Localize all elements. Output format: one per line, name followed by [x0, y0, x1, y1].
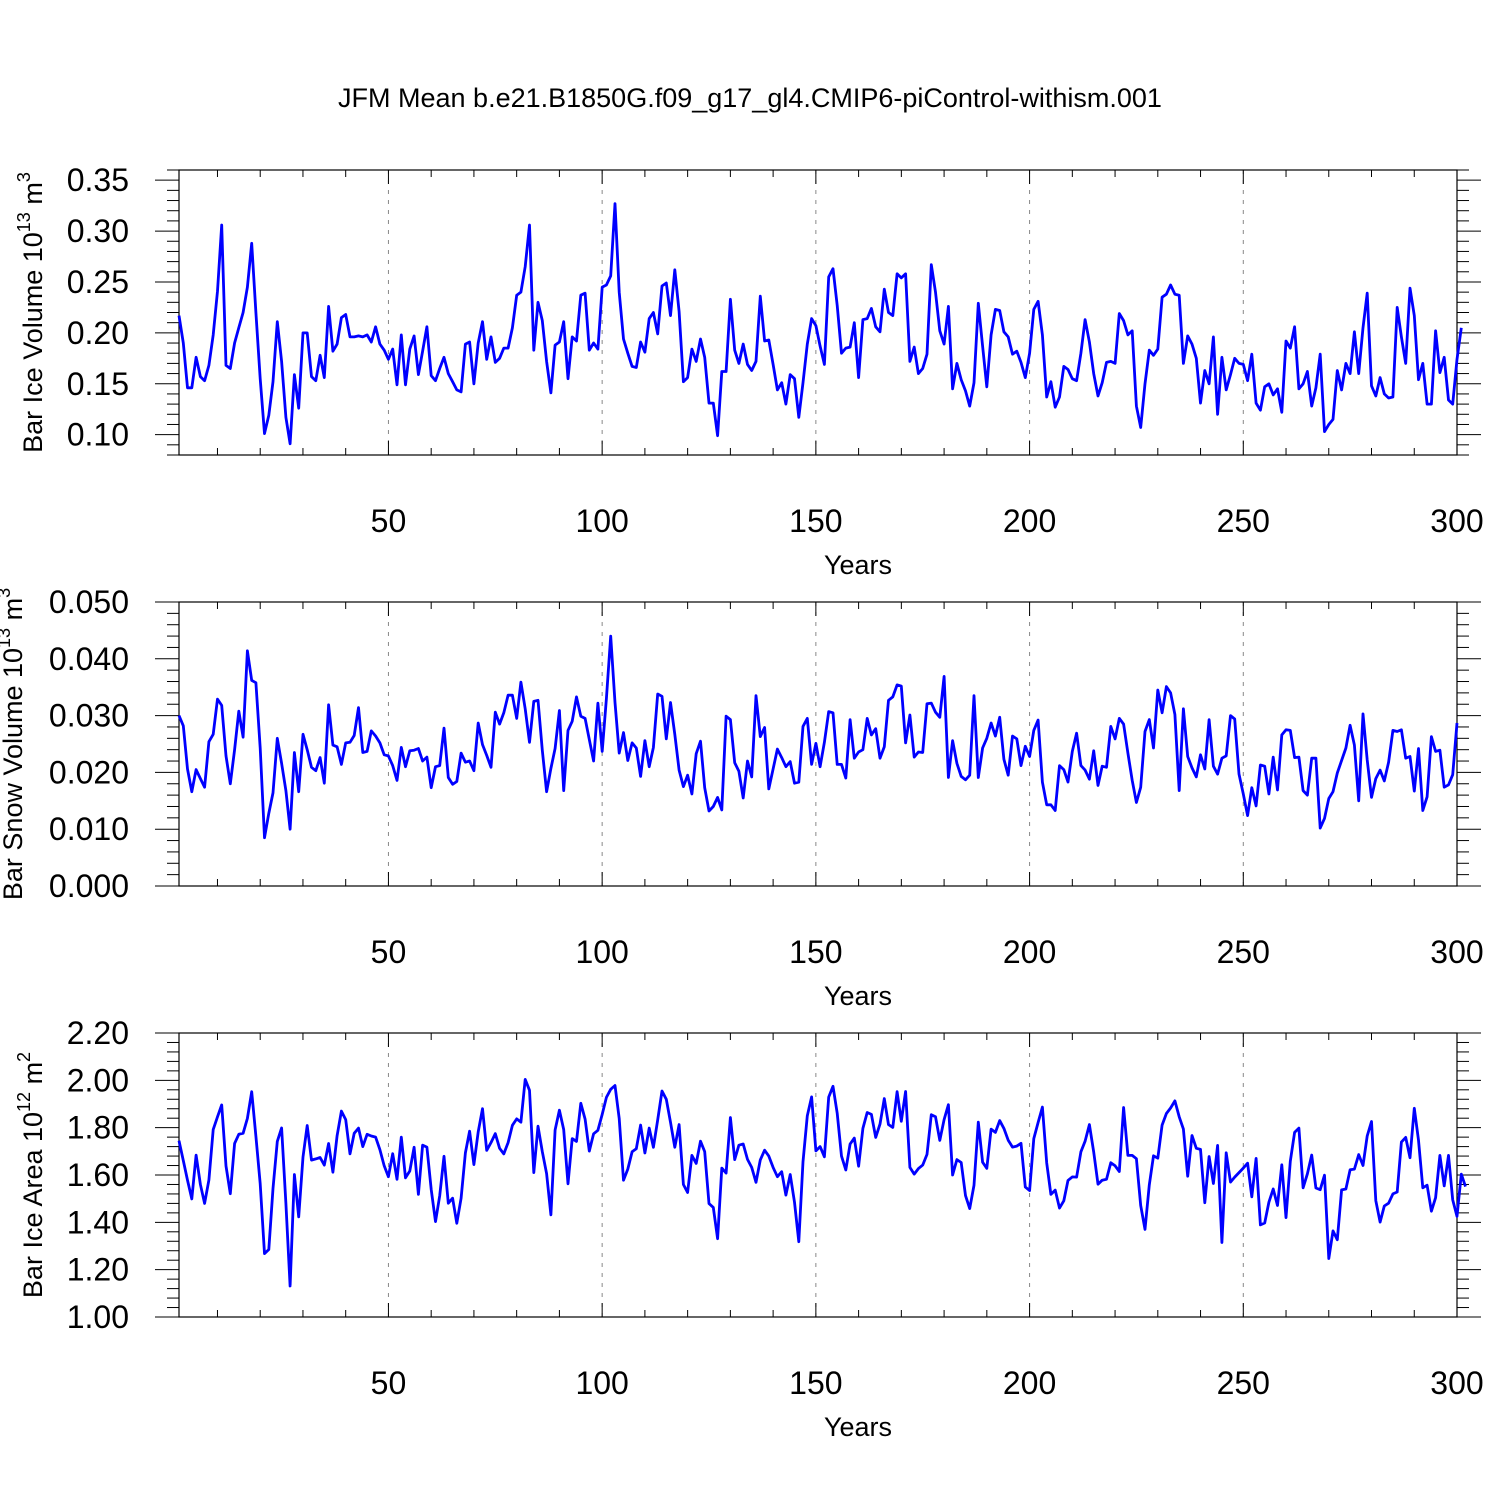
- y-axis-label-exp: 13: [14, 212, 34, 232]
- y-axis-label-main: Bar Snow Volume 10: [0, 648, 28, 900]
- series-line: [177, 634, 1459, 840]
- y-tick-label: 1.80: [67, 1110, 129, 1146]
- y-axis-label: Bar Ice Volume 1013 m3: [14, 172, 48, 453]
- y-tick-label: 0.010: [49, 811, 129, 847]
- x-tick-label: 100: [575, 1365, 628, 1401]
- x-tick-label: 300: [1430, 503, 1483, 539]
- y-tick-label: 0.30: [67, 213, 129, 249]
- x-tick-label: 300: [1430, 934, 1483, 970]
- series-line: [177, 202, 1463, 446]
- y-axis-label-exp: 13: [0, 628, 14, 648]
- y-tick-label: 0.15: [67, 366, 129, 402]
- y-tick-label: 0.040: [49, 641, 129, 677]
- y-tick-label: 0.10: [67, 417, 129, 453]
- y-tick-label: 0.000: [49, 868, 129, 904]
- x-axis-label: Years: [824, 550, 892, 580]
- x-tick-label: 50: [371, 934, 407, 970]
- panel-2: 0.000 0.010 0.020 0.030 0.040 0.050 50 100 150 20…: [0, 584, 1484, 1011]
- y-tick-label: 1.00: [67, 1299, 129, 1335]
- x-tick-label: 100: [575, 503, 628, 539]
- panel-1: 0.10 0.15 0.20 0.25 0.30 0.35 50 100 150 200 250 30…: [14, 162, 1484, 580]
- y-tick-label: 2.20: [67, 1015, 129, 1051]
- y-axis-label-unit-exp: 3: [14, 172, 34, 182]
- x-tick-label: 200: [1003, 934, 1056, 970]
- y-tick-label: 0.25: [67, 264, 129, 300]
- y-axis-label-unit: m: [18, 1062, 48, 1092]
- plot-frame: [178, 1032, 1458, 1318]
- x-axis-label: Years: [824, 981, 892, 1011]
- y-axis-label-main: Bar Ice Area 10: [18, 1112, 48, 1298]
- y-tick-label: 1.60: [67, 1157, 129, 1193]
- y-axis-label: Bar Ice Area 1012 m2: [14, 1052, 48, 1298]
- y-tick-label: 1.20: [67, 1252, 129, 1288]
- x-tick-label: 300: [1430, 1365, 1483, 1401]
- x-tick-label: 150: [789, 503, 842, 539]
- x-tick-label: 200: [1003, 503, 1056, 539]
- y-tick-label: 0.050: [49, 584, 129, 620]
- y-tick-label: 0.030: [49, 698, 129, 734]
- panel-3: 1.00 1.20 1.40 1.60 1.80 2.00 2.20 50 100 150 200 2…: [14, 1015, 1484, 1442]
- series-line: [177, 1078, 1467, 1288]
- figure-title: JFM Mean b.e21.B1850G.f09_g17_gl4.CMIP6-…: [338, 83, 1162, 113]
- x-tick-label: 250: [1217, 503, 1270, 539]
- x-tick-label: 200: [1003, 1365, 1056, 1401]
- plot-frame: [178, 601, 1458, 887]
- x-axis-label: Years: [824, 1412, 892, 1442]
- x-tick-label: 50: [371, 1365, 407, 1401]
- y-axis-label-main: Bar Ice Volume 10: [18, 232, 48, 453]
- y-axis-label-unit-exp: 2: [14, 1052, 34, 1062]
- x-tick-label: 250: [1217, 934, 1270, 970]
- y-axis-label-unit: m: [18, 182, 48, 212]
- x-tick-label: 250: [1217, 1365, 1270, 1401]
- y-axis-label-exp: 12: [14, 1092, 34, 1112]
- x-tick-label: 150: [789, 1365, 842, 1401]
- y-axis-label-unit-exp: 3: [0, 588, 14, 598]
- y-axis-label: Bar Snow Volume 1013 m3: [0, 588, 28, 900]
- y-tick-label: 0.20: [67, 315, 129, 351]
- y-axis-label-unit: m: [0, 598, 28, 628]
- plot-frame: [178, 169, 1458, 456]
- x-tick-label: 50: [371, 503, 407, 539]
- y-tick-label: 2.00: [67, 1062, 129, 1098]
- x-tick-label: 100: [575, 934, 628, 970]
- y-tick-label: 0.020: [49, 754, 129, 790]
- y-tick-label: 0.35: [67, 162, 129, 198]
- y-tick-label: 1.40: [67, 1204, 129, 1240]
- x-tick-label: 150: [789, 934, 842, 970]
